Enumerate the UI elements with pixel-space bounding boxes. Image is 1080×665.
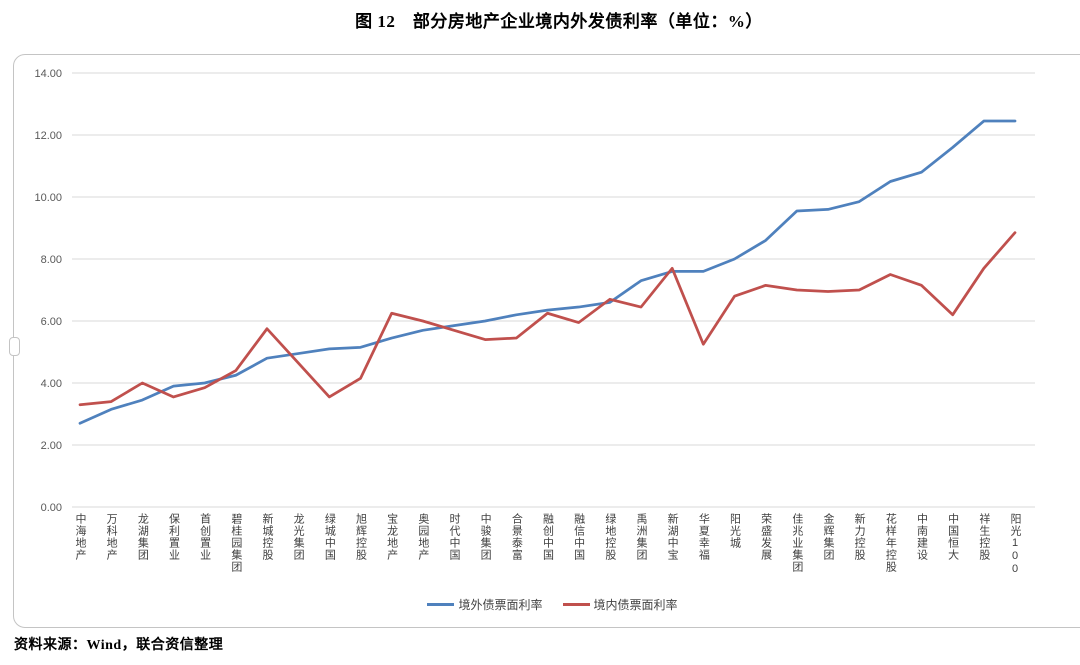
x-category-label: 旭辉控股 (354, 513, 367, 561)
x-category-label: 中海地产 (74, 513, 86, 561)
x-category-label: 花样年控股 (884, 513, 897, 573)
source-note: 资料来源：Wind，联合资信整理 (14, 638, 224, 653)
legend-item-domestic: 境内债票面利率 (562, 596, 678, 613)
x-category-label: 首创置业 (198, 513, 211, 561)
x-category-label: 绿城中国 (323, 513, 336, 561)
overseas-rate-line (78, 119, 1017, 425)
x-category-label: 融创中国 (541, 513, 554, 561)
x-category-label: 新力控股 (853, 513, 866, 561)
y-tick-label: 12.00 (34, 130, 62, 142)
domestic-rate-line (78, 231, 1017, 407)
x-category-label: 保利置业 (167, 513, 180, 561)
y-axis-tick-labels: 0.00 2.00 4.00 6.00 8.00 10.00 12.00 14.00 (34, 68, 62, 514)
x-category-label: 时代中国 (448, 513, 460, 561)
x-category-label: 禹洲集团 (635, 513, 647, 561)
y-tick-label: 6.00 (41, 316, 62, 328)
x-category-label: 新城控股 (261, 513, 273, 561)
x-category-label: 阳光城 (728, 513, 741, 549)
y-tick-label: 4.00 (41, 378, 62, 390)
chart-resize-handle[interactable] (9, 337, 20, 356)
x-category-label: 荣盛发展 (759, 513, 772, 561)
x-category-label: 中骏集团 (479, 513, 492, 561)
x-category-label: 龙光集团 (292, 513, 305, 561)
x-category-label: 阳光100 (1009, 513, 1021, 576)
y-tick-label: 14.00 (34, 68, 62, 80)
x-category-label: 祥生控股 (977, 513, 990, 561)
x-category-label: 绿地控股 (603, 513, 616, 561)
x-category-label: 中南建设 (915, 513, 928, 561)
y-tick-label: 10.00 (34, 192, 62, 204)
chart-title: 图 12 部分房地产企业境内外发债利率（单位：%） (355, 12, 763, 31)
y-tick-label: 8.00 (41, 254, 62, 266)
x-category-label: 合景泰富 (510, 513, 523, 561)
x-category-label: 龙湖集团 (136, 513, 149, 561)
y-tick-label: 2.00 (41, 440, 62, 452)
x-category-label: 碧桂园集团 (229, 513, 242, 573)
x-category-label: 新湖中宝 (666, 513, 679, 561)
legend-line-swatch (427, 603, 455, 606)
x-category-label: 融信中国 (572, 513, 585, 561)
chart-legend: 境外债票面利率 境内债票面利率 (0, 596, 1080, 613)
legend-line-swatch (562, 603, 590, 606)
gridlines (72, 72, 1035, 508)
legend-item-overseas: 境外债票面利率 (427, 596, 543, 613)
y-tick-label: 0.00 (41, 502, 62, 514)
x-category-label: 佳兆业集团 (790, 513, 803, 573)
x-category-label: 金辉集团 (822, 513, 834, 561)
x-category-label: 宝龙地产 (385, 513, 398, 561)
x-category-label: 中国恒大 (946, 513, 959, 561)
legend-label: 境内债票面利率 (593, 598, 678, 612)
x-category-label: 奥园地产 (416, 513, 429, 561)
x-category-label: 万科地产 (105, 513, 118, 561)
x-category-label: 华夏幸福 (697, 513, 710, 561)
legend-label: 境外债票面利率 (458, 598, 543, 612)
